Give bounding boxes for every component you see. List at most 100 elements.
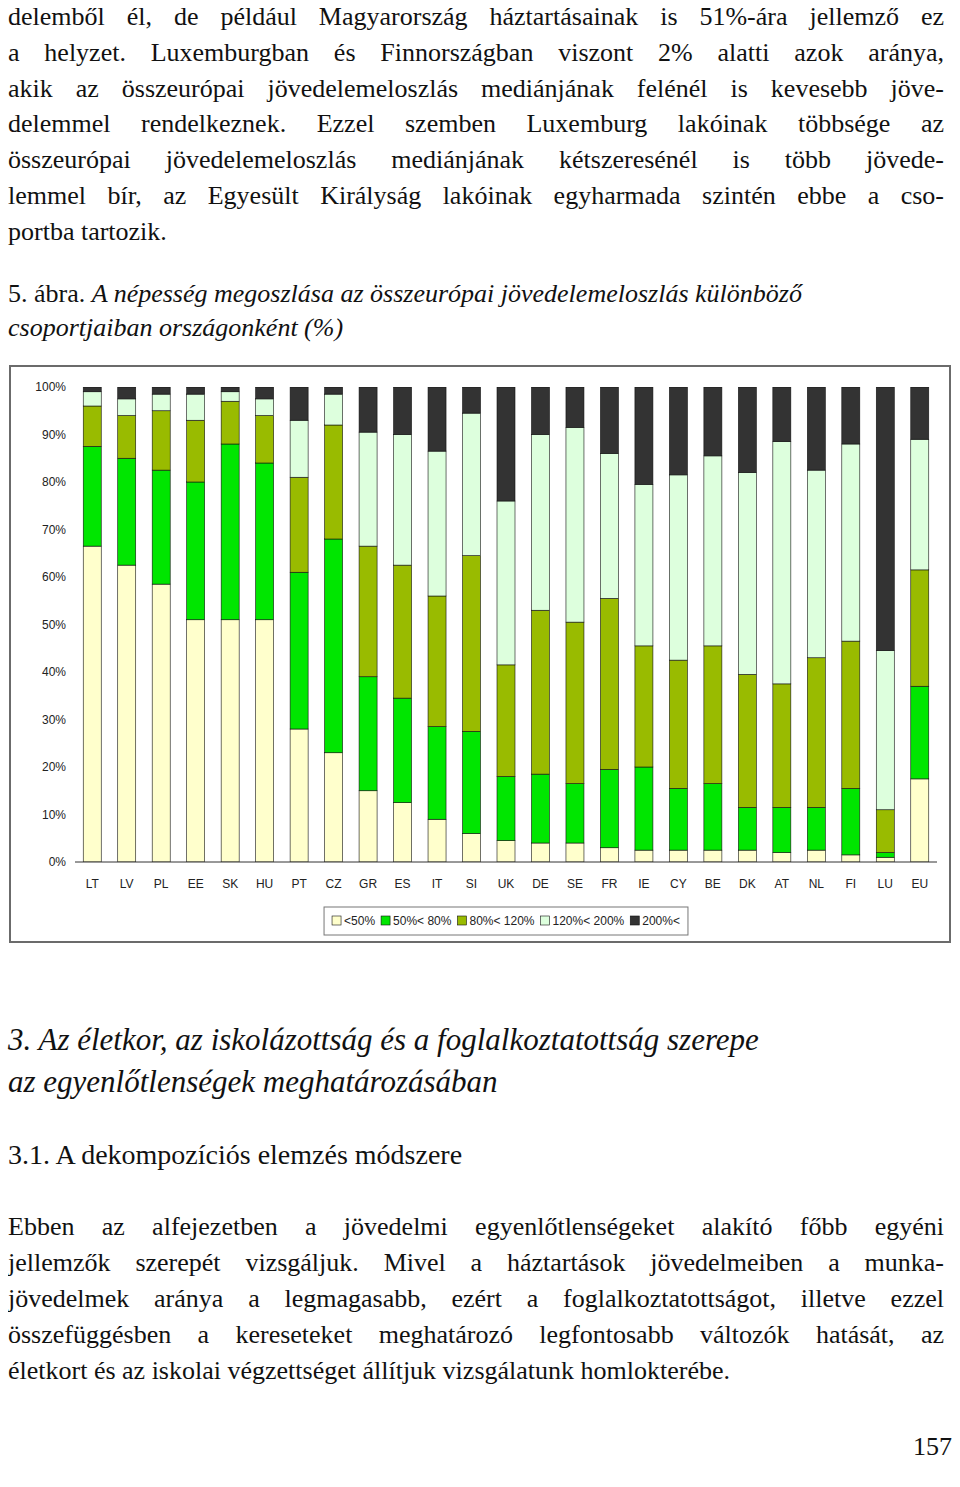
bar-segment — [359, 791, 377, 862]
bar-segment — [497, 777, 515, 841]
bar-segment — [187, 620, 205, 862]
bar-segment — [876, 857, 894, 862]
bar-segment — [463, 731, 481, 833]
x-tick-label: CY — [670, 877, 687, 891]
bar-segment — [600, 848, 618, 862]
y-tick-label: 0% — [49, 855, 67, 869]
paragraph-line: Ebben az alfejezetben a jövedelmi egyenl… — [8, 1210, 944, 1244]
x-tick-label: FR — [601, 877, 617, 891]
bar-segment — [600, 454, 618, 599]
bar-segment — [531, 843, 549, 862]
y-tick-label: 40% — [42, 665, 66, 679]
legend-swatch — [457, 916, 466, 925]
bar-segment — [428, 819, 446, 862]
bar-segment — [83, 446, 101, 546]
x-tick-label: DK — [739, 877, 756, 891]
caption-text: A népesség megoszlása az összeurópai jöv… — [92, 279, 802, 308]
bar-segment — [807, 470, 825, 658]
bar-segment — [152, 584, 170, 862]
bar-segment — [531, 774, 549, 843]
bar-segment — [600, 769, 618, 847]
bar-segment — [463, 556, 481, 732]
bar-segment — [83, 546, 101, 862]
bar-segment — [497, 841, 515, 862]
y-tick-label: 100% — [35, 380, 66, 394]
x-tick-label: SE — [567, 877, 583, 891]
section-heading: az egyenlőtlenségek meghatározásában — [8, 1062, 944, 1102]
x-tick-label: IT — [432, 877, 443, 891]
bars — [83, 387, 929, 862]
y-tick-label: 90% — [42, 428, 66, 442]
bar-segment — [842, 641, 860, 788]
bar-segment — [394, 803, 412, 862]
bar-segment — [635, 646, 653, 767]
bar-segment — [566, 843, 584, 862]
bar-segment — [152, 387, 170, 394]
bar-segment — [359, 677, 377, 791]
bar-segment — [187, 482, 205, 620]
bar-segment — [566, 387, 584, 427]
bar-segment — [221, 387, 239, 392]
bar-segment — [83, 406, 101, 446]
y-tick-label: 20% — [42, 760, 66, 774]
bar-segment — [738, 473, 756, 675]
subsection-heading: 3.1. A dekompozíciós elemzés módszere — [8, 1137, 944, 1173]
bar-segment — [394, 387, 412, 435]
bar-segment — [428, 596, 446, 727]
x-axis — [75, 862, 937, 863]
x-tick-label: LT — [86, 877, 100, 891]
x-tick-label: SI — [466, 877, 477, 891]
bar-segment — [738, 674, 756, 807]
bar-segment — [428, 387, 446, 451]
paragraph-line: a helyzet. Luxemburgban és Finnországban… — [8, 36, 944, 70]
x-tick-label: CZ — [326, 877, 342, 891]
bar-segment — [152, 470, 170, 584]
bar-segment — [876, 810, 894, 853]
x-tick-label: PL — [154, 877, 169, 891]
bar-segment — [669, 788, 687, 850]
x-tick-label: UK — [498, 877, 515, 891]
legend-box — [324, 907, 688, 935]
bar-segment — [463, 834, 481, 863]
paragraph-line: jellemzők szerepét vizsgáljuk. Mivel a h… — [8, 1246, 944, 1280]
bar-segment — [600, 387, 618, 454]
bar-segment — [152, 411, 170, 470]
legend-label: <50% — [344, 914, 375, 928]
bar-segment — [911, 439, 929, 570]
bar-segment — [290, 387, 308, 420]
bar-segment — [566, 784, 584, 843]
bar-segment — [911, 686, 929, 779]
bar-segment — [704, 646, 722, 784]
x-tick-label: GR — [359, 877, 377, 891]
bar-segment — [187, 394, 205, 420]
bar-segment — [531, 435, 549, 611]
bar-segment — [635, 850, 653, 862]
bar-segment — [807, 387, 825, 470]
bar-segment — [773, 684, 791, 808]
bar-segment — [290, 729, 308, 862]
figure-label: 5. ábra. — [8, 279, 85, 308]
bar-segment — [221, 392, 239, 402]
bar-segment — [807, 658, 825, 808]
x-tick-label: ES — [395, 877, 411, 891]
section-heading: 3. Az életkor, az iskolázottság és a fog… — [8, 1020, 944, 1060]
bar-segment — [669, 850, 687, 862]
y-tick-label: 80% — [42, 475, 66, 489]
paragraph-line: portba tartozik. — [8, 215, 944, 249]
paragraph-line: összefüggésben a kereseteket meghatározó… — [8, 1318, 944, 1352]
bar-segment — [325, 387, 343, 394]
x-tick-label: BE — [705, 877, 721, 891]
chart-frame — [10, 366, 950, 942]
bar-segment — [876, 651, 894, 810]
bar-segment — [704, 784, 722, 851]
bar-segment — [842, 788, 860, 855]
legend-label: 80%< 120% — [469, 914, 534, 928]
chart: 0%10%20%30%40%50%60%70%80%90%100%LTLVPLE… — [0, 0, 960, 960]
bar-segment — [256, 416, 274, 464]
bar-segment — [876, 853, 894, 858]
bar-segment — [256, 463, 274, 620]
bar-segment — [428, 451, 446, 596]
bar-segment — [497, 665, 515, 777]
caption-text: csoportjaiban országonként (%) — [8, 311, 944, 345]
y-tick-label: 10% — [42, 808, 66, 822]
